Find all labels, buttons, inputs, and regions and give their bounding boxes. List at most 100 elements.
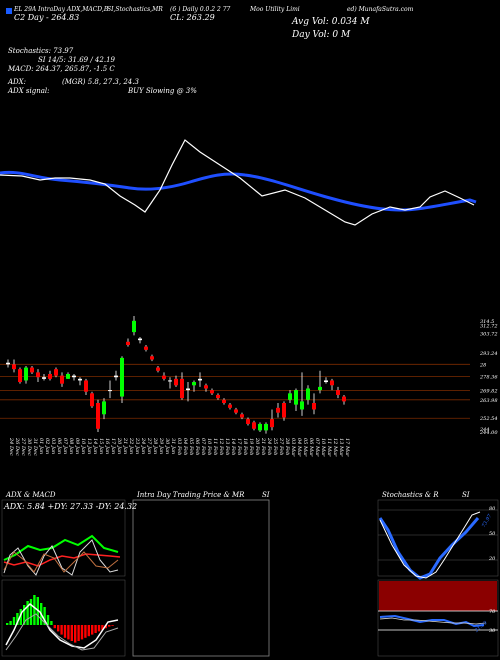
date-label: 12 Mar <box>332 438 338 457</box>
rsi-white-line <box>379 617 487 625</box>
adx-orange-line <box>3 551 119 573</box>
date-label: 02 Jan <box>44 438 50 454</box>
date-label: 06 Jan <box>56 438 62 454</box>
macd-bar <box>87 625 90 637</box>
header-title: EL 29A IntraDay ADX,MACD,B <box>14 6 109 13</box>
candle-body <box>300 401 304 410</box>
date-label: 07 Mar <box>314 438 320 457</box>
date-label: 03 Feb <box>176 438 182 455</box>
price-axis-label: 269.82 <box>479 388 498 394</box>
macd-bar <box>111 625 114 626</box>
date-label: 21 Jan <box>122 437 128 454</box>
candle-body <box>78 378 82 381</box>
candle-body <box>258 423 262 431</box>
date-label: 13 Jan <box>86 438 92 454</box>
adx-green-line <box>3 534 119 561</box>
candle-body <box>6 362 10 365</box>
macd-bar <box>67 625 70 640</box>
price-axis-label: 312.72 <box>480 324 498 330</box>
date-label: 17 Jan <box>110 438 116 454</box>
macd-value: MACD: 264.37, 265.87, -1.5 C <box>8 65 115 73</box>
intraday-si: SI <box>262 491 270 499</box>
date-label: 24 Dec <box>8 437 14 456</box>
stoch-title: Stochastics & R <box>382 491 439 499</box>
candle-body <box>270 419 274 428</box>
date-label: 31 Jan <box>170 438 176 454</box>
candle-body <box>264 423 268 431</box>
candle-body <box>162 375 166 379</box>
price-axis-label: 244 <box>479 427 490 433</box>
candle-body <box>342 396 346 402</box>
candle-body <box>42 377 46 379</box>
candle-body <box>216 394 220 399</box>
macd-bar <box>94 625 97 633</box>
candle-body <box>48 374 52 379</box>
macd-bar <box>19 609 22 625</box>
date-label: 22 Jan <box>128 437 134 454</box>
candle-body <box>324 380 328 383</box>
date-label: 05 Mar <box>302 438 308 457</box>
macd-bar <box>77 625 80 641</box>
date-label: 09 Jan <box>74 438 80 454</box>
candle-body <box>288 393 292 400</box>
candle-body <box>276 407 280 413</box>
candle-body <box>312 403 316 410</box>
candle-body <box>252 422 256 429</box>
date-label: 26 Dec <box>14 437 20 456</box>
date-label: 13 Feb <box>224 438 230 455</box>
macd-bar <box>60 625 63 635</box>
price-axis-label: 244.00 <box>479 430 498 436</box>
rsi-scale-70: 70 <box>489 609 496 615</box>
date-label: 20 Jan <box>116 437 122 454</box>
legend-swatch <box>6 8 12 14</box>
date-label: 21 Feb <box>260 437 266 455</box>
date-label: 30 Jan <box>164 438 170 454</box>
candle-body <box>90 393 94 407</box>
macd-bar <box>108 625 111 627</box>
date-label: 10 Feb <box>206 438 212 455</box>
macd-bar <box>46 615 50 625</box>
date-label: 24 Feb <box>266 437 272 455</box>
date-label: 16 Jan <box>104 438 110 454</box>
stoch-scale-20: 20 <box>489 556 496 562</box>
date-label: 31 Dec <box>32 438 38 456</box>
candle-body <box>66 374 70 379</box>
adx-white-line <box>3 539 119 576</box>
candle-body <box>306 388 310 400</box>
price-axis-label: 252.54 <box>479 416 498 422</box>
date-label: 27 Feb <box>278 437 284 455</box>
macd-bar <box>9 621 12 625</box>
rsi-scale-30: 30 <box>489 628 496 634</box>
date-label: 13 Mar <box>338 438 344 457</box>
date-label: 23 Jan <box>134 437 140 454</box>
candle-body <box>18 369 22 383</box>
indicator-panel <box>0 139 477 226</box>
candle-body <box>126 341 130 345</box>
candle-body <box>120 357 124 397</box>
macd-bar <box>97 625 101 632</box>
price-axis-label: 28 <box>479 362 486 368</box>
indicator-osc-line <box>0 139 475 226</box>
date-label: 28 Jan <box>152 437 158 454</box>
candle-body <box>246 419 250 424</box>
adx-red-line <box>3 553 121 567</box>
date-label: 11 Feb <box>212 438 218 455</box>
date-label: 04 Feb <box>182 438 188 455</box>
macd-bar <box>50 621 53 625</box>
macd-signal-line <box>5 613 119 651</box>
intraday-title: Intra Day Trading Price & MR <box>137 491 245 499</box>
candle-body <box>222 399 226 403</box>
avg-volume: Avg Vol: 0.034 M <box>292 17 370 27</box>
date-label: 08 Jan <box>68 438 74 454</box>
date-label: 24 Jan <box>140 437 146 454</box>
candle-body <box>198 378 202 381</box>
macd-bar <box>101 625 104 630</box>
candle-body <box>318 386 322 391</box>
price-axis-label: 314.5 <box>480 319 494 325</box>
day-volume: Day Vol: 0 M <box>292 30 351 40</box>
stoch-value: Stochastics: 73.97 <box>8 47 74 55</box>
macd-bar <box>74 625 77 643</box>
date-label: 10 Mar <box>320 438 326 457</box>
date-label: 01 Jan <box>38 438 44 454</box>
candle-body <box>174 378 178 386</box>
